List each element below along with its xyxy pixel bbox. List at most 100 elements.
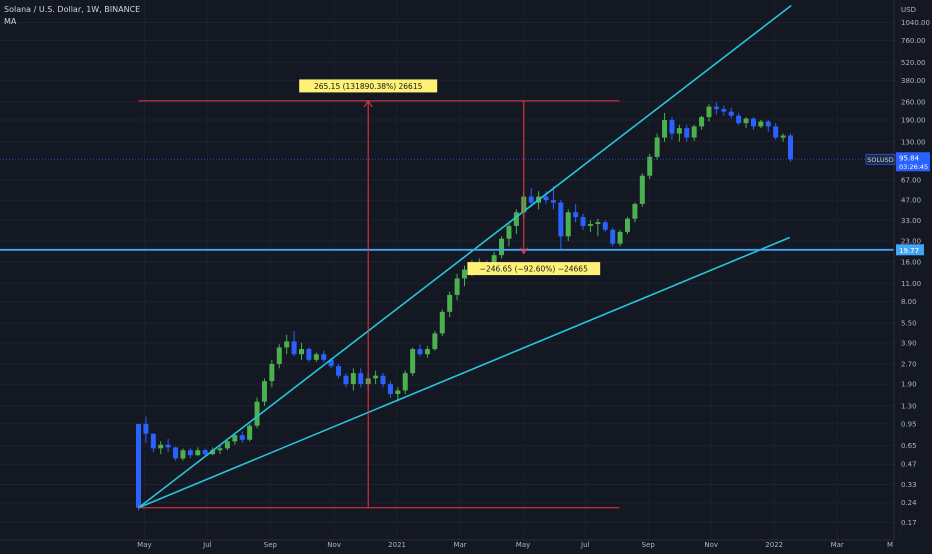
candle-body xyxy=(158,444,164,449)
candle-body xyxy=(595,222,601,224)
price-tag-countdown: 03:26:45 xyxy=(899,163,928,171)
candle-body xyxy=(417,349,423,355)
y-tick-label: 1040.00 xyxy=(901,19,930,27)
candle-body xyxy=(284,341,290,348)
candle-body xyxy=(439,311,445,334)
candle-body xyxy=(224,441,230,449)
chart-title: Solana / U.S. Dollar, 1W, BINANCE xyxy=(4,5,141,14)
candle-body xyxy=(150,433,156,449)
candle-body xyxy=(639,175,645,204)
candle-body xyxy=(721,109,727,112)
trendline-long-term-support xyxy=(138,236,791,509)
measure-down-label-bg xyxy=(467,262,601,276)
candle-body xyxy=(261,381,267,402)
candle-body xyxy=(432,333,438,350)
candle-body xyxy=(550,200,556,203)
y-tick-label: 760.00 xyxy=(901,37,926,45)
x-tick-label: May xyxy=(137,541,151,549)
price-axis[interactable]: 0.17 0.24 0.33 0.47 0.65 0.95 1.30 1.90 2.70 3.90… xyxy=(865,0,930,540)
y-tick-label: 67.00 xyxy=(901,176,921,184)
y-tick-label: 0.65 xyxy=(901,442,917,450)
candle-body xyxy=(143,423,149,434)
price-tag-bg xyxy=(896,152,930,172)
x-tick-label: Nov xyxy=(704,541,718,549)
y-tick-label: 11.00 xyxy=(901,280,921,288)
candle-body xyxy=(513,212,519,226)
candle-body xyxy=(632,203,638,219)
candle-body xyxy=(217,448,223,451)
candle-body xyxy=(684,128,690,138)
candle-body xyxy=(699,117,705,127)
candle-body xyxy=(669,120,675,134)
candle-body xyxy=(410,349,416,374)
measure-down-arrow xyxy=(519,247,529,255)
candle-body xyxy=(506,225,512,239)
candle-body xyxy=(499,238,505,256)
candle-body xyxy=(462,269,467,279)
candle-body xyxy=(736,115,742,124)
candle-body xyxy=(373,375,379,379)
grid xyxy=(0,22,894,524)
y-tick-label: 47.00 xyxy=(901,197,921,205)
candle-body xyxy=(780,135,786,138)
trendline-steep-support xyxy=(138,4,792,509)
measure-up-label: 265.15 (131890.38%) 26615 xyxy=(314,82,423,91)
drawings xyxy=(0,4,894,509)
candle-body xyxy=(269,363,275,382)
legend: Solana / U.S. Dollar, 1W, BINANCE MA xyxy=(4,4,140,28)
candle-body xyxy=(654,137,660,157)
candle-body xyxy=(580,217,586,226)
candle-body xyxy=(528,196,534,203)
candle-body xyxy=(306,349,312,360)
candle-body xyxy=(625,218,630,232)
candle-body xyxy=(543,196,549,201)
candle-body xyxy=(187,450,193,456)
y-tick-label: 190.00 xyxy=(901,117,926,125)
candle-body xyxy=(180,450,186,459)
candle-body xyxy=(728,111,734,116)
candle-body xyxy=(276,347,282,364)
measure-up-arrow xyxy=(363,100,373,108)
candle-body xyxy=(758,121,764,127)
candle-body xyxy=(358,373,364,385)
candle-body xyxy=(662,120,668,138)
candle-body xyxy=(788,135,793,160)
y-tick-label: 2.70 xyxy=(901,360,917,368)
x-tick-label: 2021 xyxy=(388,541,406,549)
y-tick-label: 0.33 xyxy=(901,481,917,489)
candle-body xyxy=(395,390,401,394)
candle-body xyxy=(136,423,141,508)
candle-body xyxy=(691,126,697,138)
candle-body xyxy=(321,354,327,360)
measure-up-label-bg xyxy=(299,79,438,93)
x-tick-label: Mar xyxy=(453,541,466,549)
time-axis[interactable]: May Jul Sep Nov 2021 Mar May Jul Sep Nov 2022 Mar M xyxy=(0,539,894,549)
symbol-tag-bg xyxy=(865,153,896,165)
candle-body xyxy=(247,425,253,440)
y-tick-label: 3.90 xyxy=(901,339,917,347)
candle-body xyxy=(773,126,779,138)
candle-body xyxy=(565,212,571,237)
candle-body xyxy=(254,401,260,426)
y-tick-label: 260.00 xyxy=(901,99,926,107)
candle-body xyxy=(610,229,616,244)
y-tick-label: 380.00 xyxy=(901,77,926,85)
labels: 265.15 (131890.38%) 26615 −246.65 (−92.60… xyxy=(299,79,601,276)
y-tick-label: 0.95 xyxy=(901,420,917,428)
candle-body xyxy=(454,278,460,295)
y-tick-label: 5.50 xyxy=(901,320,917,328)
y-tick-label: 8.00 xyxy=(901,298,917,306)
candle-body xyxy=(350,373,356,385)
hline-tag-bg xyxy=(896,244,924,256)
x-tick-label: Sep xyxy=(642,541,656,549)
candle-body xyxy=(491,255,497,268)
measure-down-label: −246.65 (−92.60%) −24665 xyxy=(480,265,588,274)
y-tick-label: 1.30 xyxy=(901,402,917,410)
x-tick-label: Mar xyxy=(831,541,844,549)
candle-body xyxy=(602,222,608,230)
y-tick-label: 0.24 xyxy=(901,499,917,507)
candle-body xyxy=(239,435,245,440)
candle-body xyxy=(713,106,719,110)
